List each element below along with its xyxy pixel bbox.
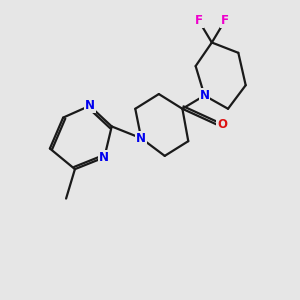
Text: F: F [221,14,229,27]
Text: F: F [195,14,203,27]
Text: N: N [136,132,146,145]
Text: N: N [99,151,110,164]
Text: O: O [217,118,227,131]
Text: N: N [200,89,209,102]
Text: N: N [85,99,94,112]
